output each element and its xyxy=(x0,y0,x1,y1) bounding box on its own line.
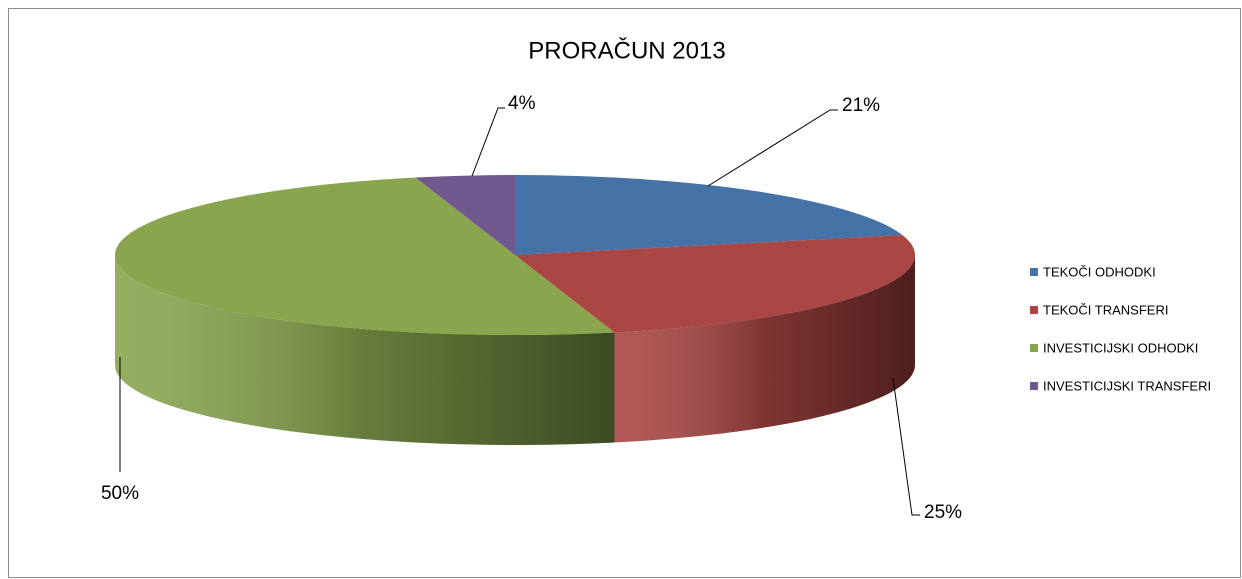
leader-line xyxy=(707,109,838,187)
slice xyxy=(515,235,916,333)
legend-label: INVESTICIJSKI TRANSFERI xyxy=(1043,378,1211,393)
data-label: 25% xyxy=(924,502,962,523)
legend-label: TEKOČI ODHODKI xyxy=(1043,264,1156,279)
legend-swatch xyxy=(1030,268,1038,276)
slice xyxy=(415,175,515,255)
data-label: 21% xyxy=(842,95,880,116)
slice xyxy=(114,177,615,336)
slice xyxy=(515,175,903,255)
legend-label: INVESTICIJSKI ODHODKI xyxy=(1043,340,1198,355)
chart-title: PRORAČUN 2013 xyxy=(528,36,725,64)
leader-line xyxy=(471,107,505,177)
legend-swatch xyxy=(1030,382,1038,390)
slice-side-shade xyxy=(115,255,615,445)
legend-swatch xyxy=(1030,344,1038,352)
data-label: 50% xyxy=(101,483,139,504)
legend-swatch xyxy=(1030,306,1038,314)
leader-line xyxy=(892,377,920,516)
legend-label: TEKOČI TRANSFERI xyxy=(1043,302,1168,317)
slice-side-shade xyxy=(614,255,915,443)
data-label: 4% xyxy=(508,93,536,114)
